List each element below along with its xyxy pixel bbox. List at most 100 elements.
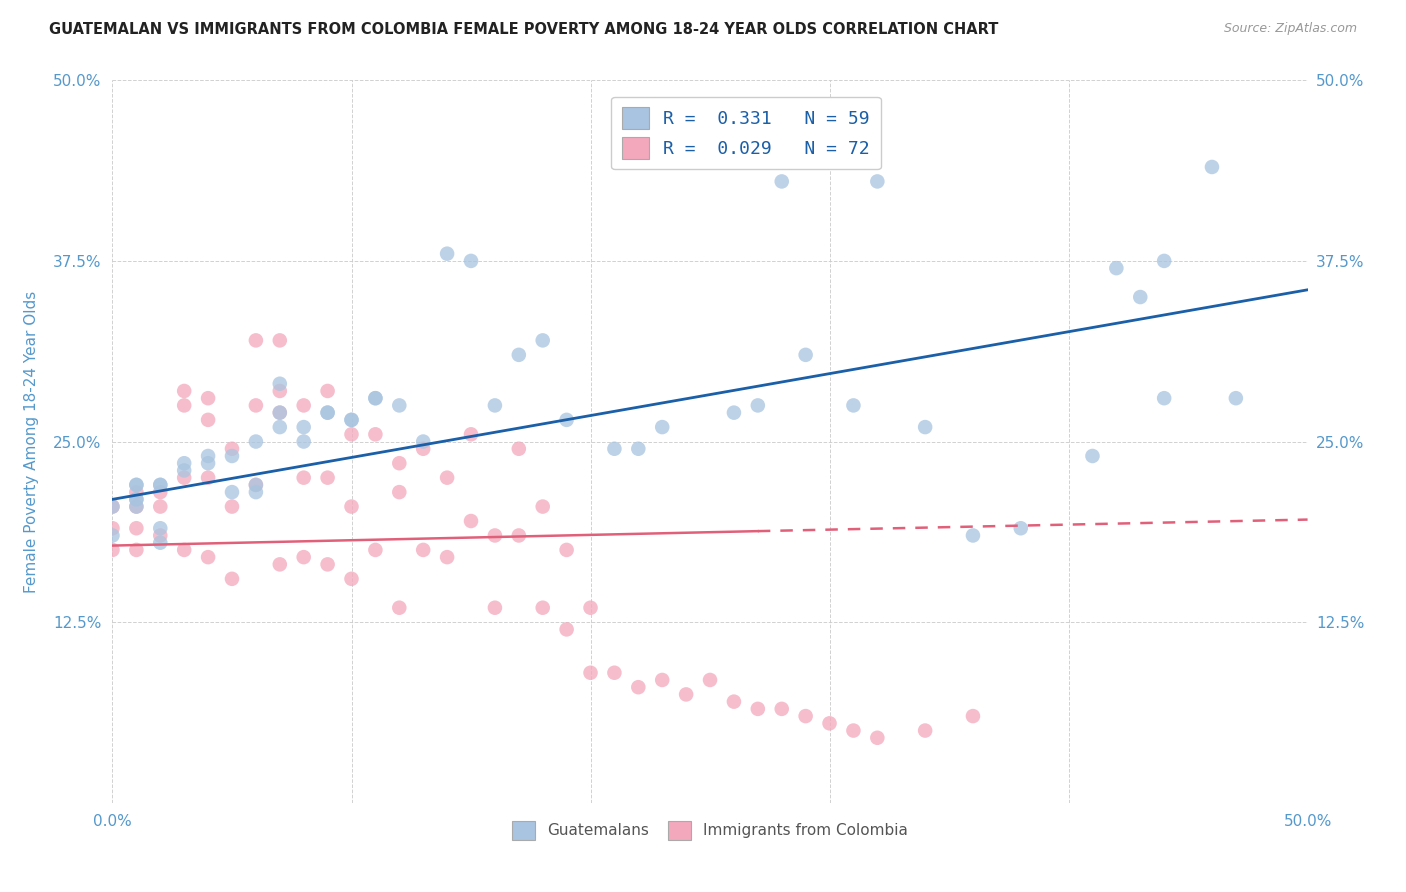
Point (555, 413, 578, 427)
Point (436, 246, 458, 260)
Point (651, 420, 673, 434)
Point (101, 542, 124, 557)
Point (436, 550, 458, 565)
Point (292, 420, 315, 434)
Point (316, 384, 339, 398)
Point (1153, 391, 1175, 405)
Point (149, 485, 172, 500)
Point (269, 384, 291, 398)
Point (125, 521, 148, 535)
Point (627, 442, 650, 456)
Point (531, 600, 554, 615)
Point (340, 427, 363, 442)
Point (508, 528, 530, 542)
Point (197, 413, 219, 427)
Point (125, 500, 148, 514)
Point (125, 478, 148, 492)
Point (197, 550, 219, 565)
Point (412, 442, 434, 456)
Point (1153, 253, 1175, 268)
Point (269, 420, 291, 434)
Point (292, 550, 315, 565)
Point (794, 348, 817, 362)
Point (173, 470, 195, 484)
Point (340, 413, 363, 427)
Point (962, 709, 984, 723)
Point (245, 485, 267, 500)
Point (245, 478, 267, 492)
Text: GUATEMALAN VS IMMIGRANTS FROM COLOMBIA FEMALE POVERTY AMONG 18-24 YEAR OLDS CORR: GUATEMALAN VS IMMIGRANTS FROM COLOMBIA F… (49, 22, 998, 37)
Point (1081, 449, 1104, 463)
Point (770, 702, 793, 716)
Point (173, 398, 195, 412)
Point (125, 500, 148, 514)
Point (555, 623, 578, 637)
Point (316, 558, 339, 572)
Point (173, 542, 195, 557)
Point (842, 723, 865, 738)
Point (173, 456, 195, 470)
Point (149, 521, 172, 535)
Point (675, 102, 697, 116)
Legend: Guatemalans, Immigrants from Colombia: Guatemalans, Immigrants from Colombia (506, 815, 914, 846)
Point (412, 542, 434, 557)
Point (316, 406, 339, 420)
Point (197, 470, 219, 484)
Point (747, 702, 769, 716)
Point (125, 485, 148, 500)
Point (1129, 290, 1152, 304)
Point (508, 442, 530, 456)
Point (125, 492, 148, 507)
Point (388, 456, 411, 470)
Point (125, 542, 148, 557)
Point (531, 334, 554, 348)
Point (364, 391, 387, 405)
Point (269, 376, 291, 391)
Point (460, 427, 482, 442)
Point (173, 463, 195, 477)
Point (388, 485, 411, 500)
Point (125, 478, 148, 492)
Point (173, 384, 195, 398)
Point (245, 478, 267, 492)
Point (603, 442, 626, 456)
Point (221, 442, 243, 456)
Point (747, 398, 769, 412)
Point (364, 391, 387, 405)
Point (101, 500, 124, 514)
Point (675, 687, 697, 701)
Point (508, 348, 530, 362)
Point (292, 398, 315, 412)
Point (269, 406, 291, 420)
Point (914, 723, 936, 738)
Point (866, 174, 889, 188)
Point (221, 485, 243, 500)
Point (962, 528, 984, 542)
Point (197, 391, 219, 405)
Point (579, 600, 602, 615)
Point (388, 398, 411, 412)
Point (627, 680, 650, 694)
Point (292, 434, 315, 449)
Point (651, 673, 673, 687)
Point (245, 398, 267, 412)
Point (221, 500, 243, 514)
Point (555, 542, 578, 557)
Point (245, 334, 267, 348)
Point (436, 470, 458, 484)
Point (723, 406, 745, 420)
Point (149, 478, 172, 492)
Point (460, 253, 482, 268)
Point (221, 449, 243, 463)
Point (149, 478, 172, 492)
Point (149, 535, 172, 549)
Point (101, 500, 124, 514)
Point (818, 716, 841, 731)
Point (316, 470, 339, 484)
Y-axis label: Female Poverty Among 18-24 Year Olds: Female Poverty Among 18-24 Year Olds (24, 291, 39, 592)
Point (101, 521, 124, 535)
Point (1201, 160, 1223, 174)
Point (723, 695, 745, 709)
Point (149, 500, 172, 514)
Point (460, 514, 482, 528)
